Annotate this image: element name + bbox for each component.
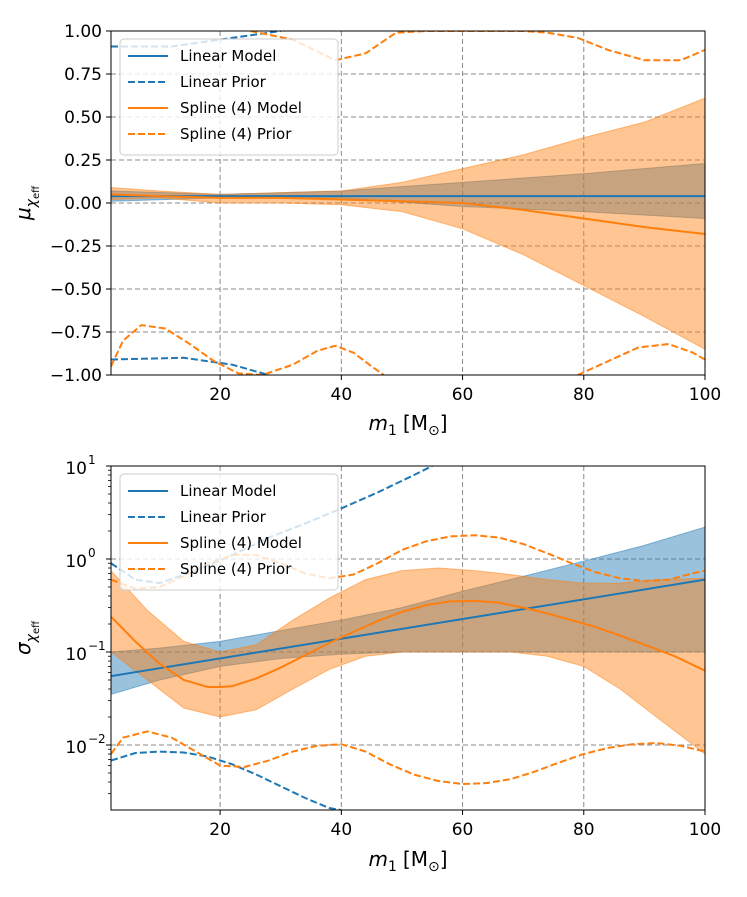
y-tick-exponent: −2 [88, 732, 106, 746]
y-tick-label: −0.25 [50, 237, 102, 257]
y-tick-label: −0.75 [50, 323, 102, 343]
x-tick-label: 100 [689, 820, 721, 840]
y-tick-label: 0.50 [64, 108, 102, 128]
legend-label: Spline (4) Prior [180, 125, 292, 143]
y-tick-label: 0.25 [64, 151, 102, 171]
y-tick-label: 10 [65, 645, 87, 665]
legend-label: Spline (4) Prior [180, 560, 292, 578]
series-group [111, 31, 705, 375]
x-tick-label: 100 [689, 385, 721, 405]
x-tick-label: 40 [331, 820, 353, 840]
x-tick-label: 60 [452, 820, 474, 840]
y-tick-exponent: 1 [88, 453, 96, 467]
spline-4-model-band-band [111, 567, 705, 755]
series-group [111, 466, 705, 810]
spline-4-model-line [111, 599, 705, 689]
linear-prior-lower-line [111, 356, 269, 375]
spline-4-prior-lower-line [111, 730, 705, 786]
y-tick-label: 10 [65, 459, 87, 479]
linear-model-line [111, 578, 705, 678]
y-tick-label: −0.50 [50, 280, 102, 300]
axes-frame [110, 465, 706, 811]
spline-4-prior-upper-line [111, 534, 705, 590]
y-tick-exponent: −1 [88, 639, 106, 653]
legend-box [119, 38, 339, 156]
y-tick-label: −1.00 [50, 366, 102, 386]
legend-label: Linear Model [180, 47, 276, 65]
legend: Linear Model Linear Prior Spline (4) Model… [119, 38, 339, 156]
linear-prior-lower-line [111, 750, 342, 810]
legend: Linear Model Linear Prior Spline (4) Model… [119, 473, 339, 591]
spline-4-prior-lower-2-line [577, 343, 705, 375]
y-axis-label: σχeff [11, 620, 42, 655]
y-tick-label: 0.00 [64, 194, 102, 214]
x-axis-label: m1 [M⊙] [368, 847, 447, 875]
x-tick-label: 40 [331, 385, 353, 405]
spline-4-model-band-band [111, 97, 705, 350]
legend-label: Spline (4) Model [180, 534, 302, 552]
y-tick-exponent: 0 [88, 546, 96, 560]
spline-4-prior-lower-line [111, 324, 385, 375]
y-axis-label: μχeff [11, 185, 42, 221]
x-tick-label: 60 [452, 385, 474, 405]
spline-4-model-line [111, 193, 705, 235]
legend-box [119, 473, 339, 591]
x-tick-label: 20 [209, 820, 231, 840]
x-axis-label: m1 [M⊙] [368, 411, 447, 439]
mu-panel: 20 40 60 80 100 −1.00 −0.75 −0.50 −0.25 0.00 0.25 0… [11, 22, 721, 439]
y-tick-label: 0.75 [64, 65, 102, 85]
y-tick-label: 10 [65, 738, 87, 758]
legend-label: Spline (4) Model [180, 99, 302, 117]
x-tick-label: 20 [209, 385, 231, 405]
legend-label: Linear Model [180, 482, 276, 500]
y-tick-label: 1.00 [64, 22, 102, 42]
spline-4-prior-upper-line [250, 31, 705, 62]
legend-label: Linear Prior [180, 508, 267, 526]
x-tick-label: 80 [573, 820, 595, 840]
x-tick-label: 80 [573, 385, 595, 405]
y-tick-label: 10 [65, 552, 87, 572]
legend-label: Linear Prior [180, 73, 267, 91]
